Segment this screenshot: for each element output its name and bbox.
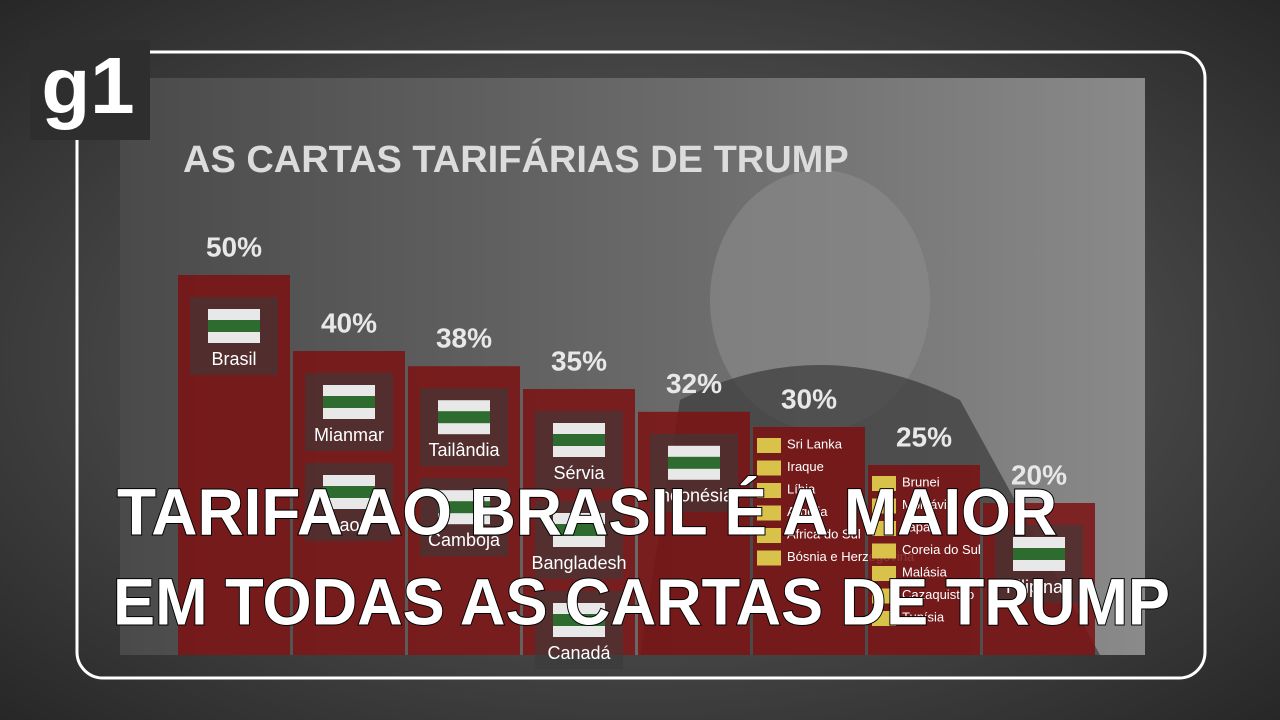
flag [757,460,781,476]
flag-stripe [553,434,605,446]
flag-stripe [323,486,375,498]
headline: EM TODAS AS CARTAS DE TRUMP [113,564,1170,638]
country-name: Tailândia [428,440,500,460]
country-name: Bangladesh [531,553,626,573]
flag-stripe [438,501,490,514]
flag-stripe [668,456,720,469]
flag [872,611,896,626]
flag [872,566,896,581]
country-name: Iraque [787,459,824,474]
value-label: 38% [436,323,492,354]
country-name: Mianmar [314,425,384,445]
value-label: 30% [781,383,837,414]
flag [757,528,781,543]
country-name: Líbia [787,481,816,496]
chart: 50% Brasil 40% Mianmar Laos 38% Tailândia Cambo… [178,231,1095,669]
flag-stripe [438,411,490,424]
flag [872,543,896,559]
country-name: Indonésia [655,486,734,506]
flag [757,483,781,498]
headline: TARIFA AO BRASIL É A MAIOR [117,474,1057,548]
country-name: Argélia [787,504,828,519]
flag [872,476,896,491]
value-label: 50% [206,231,262,262]
logo-backdrop [30,40,150,140]
flag-stripe [208,320,260,332]
value-label: 35% [551,345,607,376]
logo: g1 [41,41,134,130]
country-name: Laos [329,515,368,535]
country-name: Coreia do Sul [902,542,981,557]
country-name: Filipinas [1006,577,1072,597]
country-name: Canadá [547,643,611,663]
value-label: 32% [666,368,722,399]
country-name: Tunísia [902,609,945,624]
flag [872,521,896,536]
country-name: Sri Lanka [787,436,843,451]
flag [757,438,781,453]
country-name: Brasil [211,349,256,369]
frame [75,50,1207,680]
flag-stripe [323,396,375,408]
country-name: Cazaquistão [902,587,974,602]
value-label: 20% [1011,459,1067,490]
figure [710,170,930,430]
country-name: Moldávia [902,497,955,512]
flag-stripe [553,614,605,626]
flag-stripe [553,524,605,536]
chart-title: AS CARTAS TARIFÁRIAS DE TRUMP [183,137,849,181]
value-label: 40% [321,307,377,338]
flag [872,588,896,604]
flag-stripe [1013,548,1065,560]
country-name: África do Sul [787,526,861,541]
country-name: Malásia [902,564,948,579]
country-name: Brunei [902,474,940,489]
flag [872,498,896,514]
value-label: 25% [896,421,952,452]
country-name: Japão [902,519,937,534]
flag [757,550,781,566]
country-name: Sérvia [553,463,605,483]
country-name: Camboja [428,530,501,550]
flag [757,505,781,521]
